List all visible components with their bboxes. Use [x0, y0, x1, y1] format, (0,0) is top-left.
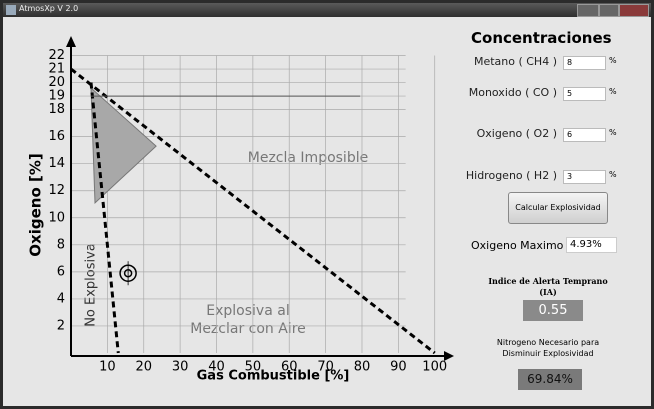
minimize-button[interactable]: [577, 4, 599, 17]
y-tick-label: 6: [57, 264, 65, 279]
nitrogen-title: Nitrogeno Necesario para: [496, 338, 600, 347]
x-tick-label: 50: [245, 360, 262, 375]
line: [70, 67, 436, 355]
alert-value: 0.55: [523, 300, 583, 321]
annotation: Mezcla Imposible: [248, 150, 368, 166]
x-axis-label: Gas Combustible [%]: [197, 369, 350, 384]
y-tick-label: 22: [48, 48, 65, 63]
field-input[interactable]: 5: [563, 87, 606, 101]
y-tick-label: 14: [48, 156, 65, 171]
field-input[interactable]: 3: [563, 170, 606, 184]
x-tick-label: 90: [390, 360, 407, 375]
field-unit: %: [609, 170, 617, 179]
x-tick-label: 70: [317, 360, 334, 375]
x-tick-label: 80: [354, 360, 371, 375]
maximize-button[interactable]: [599, 4, 619, 17]
x-tick-label: 10: [99, 360, 116, 375]
window-title: AtmosXp V 2.0: [19, 4, 79, 13]
region: [90, 86, 157, 205]
x-tick-label: 60: [281, 360, 298, 375]
field-label: Monoxido ( CO ): [468, 86, 557, 99]
field-unit: %: [609, 87, 617, 96]
title-bar: AtmosXp V 2.0: [3, 3, 651, 17]
y-tick-label: 12: [48, 183, 65, 198]
y-axis-label: Oxigeno [%]: [27, 153, 45, 256]
nitrogen-value: 69.84%: [518, 369, 582, 390]
chart: Oxigeno [%] Gas Combustible [%] Mezcla I…: [27, 36, 454, 384]
field-input[interactable]: 6: [563, 128, 606, 142]
field-label: Oxigeno ( O2 ): [476, 127, 557, 140]
y-tick-label: 4: [57, 291, 65, 306]
field-input[interactable]: 8: [563, 56, 606, 70]
x-axis-arrow: [444, 351, 454, 361]
line: [89, 82, 120, 354]
annotation: Explosiva al: [206, 303, 289, 319]
max-oxygen-value: 4.93%: [566, 237, 617, 253]
field-label: Hidrogeno ( H2 ): [465, 169, 557, 182]
app-icon: [6, 5, 16, 15]
alert-title: Indice de Alerta Temprano: [488, 276, 608, 286]
field-unit: %: [609, 56, 617, 65]
calculate-button[interactable]: Calcular Explosividad: [508, 192, 608, 224]
max-oxygen-label: Oxigeno Maximo: [471, 239, 564, 252]
y-tick-label: 18: [48, 102, 65, 117]
field-label: Metano ( CH4 ): [473, 55, 557, 68]
panel-title: Concentraciones: [471, 29, 612, 47]
y-tick-label: 2: [57, 318, 65, 333]
x-tick-label: 100: [422, 360, 447, 375]
y-tick-label: 19: [48, 89, 65, 104]
y-tick-label: 20: [48, 75, 65, 90]
alert-title: (IA): [539, 287, 557, 297]
y-tick-label: 21: [48, 62, 65, 77]
y-tick-label: 16: [48, 129, 65, 144]
y-tick-label: 10: [48, 210, 65, 225]
annotation: No Explosiva: [84, 243, 99, 327]
close-button[interactable]: [619, 4, 649, 17]
y-tick-label: 8: [57, 237, 65, 252]
x-tick-label: 30: [172, 360, 189, 375]
annotation: Mezclar con Aire: [190, 321, 306, 337]
x-tick-label: 40: [208, 360, 225, 375]
nitrogen-title: Disminuir Explosividad: [502, 349, 594, 358]
y-axis-arrow: [66, 36, 76, 47]
field-unit: %: [609, 128, 617, 137]
x-tick-label: 20: [135, 360, 152, 375]
